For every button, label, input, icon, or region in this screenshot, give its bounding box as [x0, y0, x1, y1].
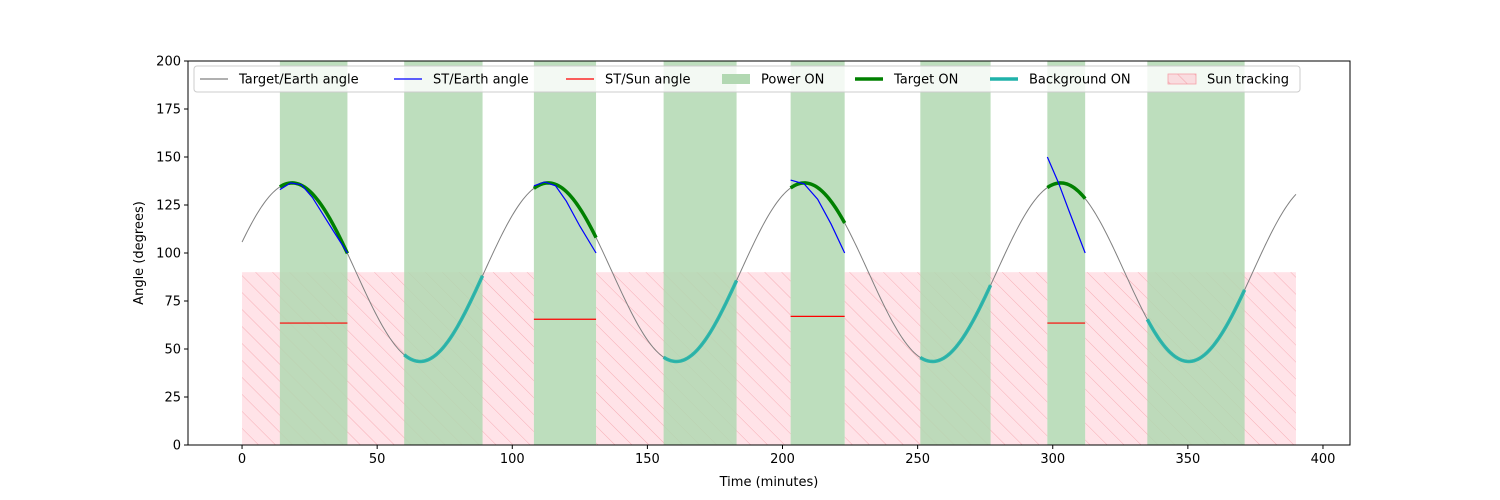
st-earth-angle-segment: [790, 179, 846, 254]
legend-handle: [722, 74, 750, 84]
power-on-band: [663, 61, 737, 445]
background-on-segment: [662, 279, 739, 364]
lines-layer: [241, 156, 1297, 364]
legend-label: Sun tracking: [1207, 73, 1289, 88]
x-tick-label: 300: [1040, 452, 1065, 467]
x-axis-label: Time (minutes): [719, 475, 819, 490]
x-tick-label: 50: [369, 452, 386, 467]
y-tick-label: 175: [156, 103, 181, 118]
power-on-band: [533, 61, 597, 445]
x-tick-label: 350: [1175, 452, 1200, 467]
y-ticks: 0 25 50 75 100 125 150 175 200: [156, 55, 188, 454]
st-earth-angle-segment: [1046, 156, 1086, 254]
power-on-band: [790, 61, 845, 445]
x-tick-label: 400: [1311, 452, 1336, 467]
y-tick-label: 75: [164, 295, 181, 310]
background-on-segment: [919, 284, 993, 364]
legend-label: ST/Earth angle: [433, 73, 529, 88]
background-on-segment: [1145, 289, 1247, 364]
legend-label: Target ON: [893, 73, 958, 88]
st-earth-angle-segment: [533, 181, 597, 254]
legend-handle-hatch: [1168, 74, 1196, 84]
power-on-band: [279, 61, 348, 445]
x-tick-label: 200: [770, 452, 795, 467]
target-on-segment: [789, 181, 847, 224]
legend-label: Target/Earth angle: [238, 73, 359, 88]
y-tick-label: 0: [173, 439, 181, 454]
y-tick-label: 200: [156, 55, 181, 70]
y-tick-label: 100: [156, 247, 181, 262]
y-tick-label: 25: [164, 391, 181, 406]
power-on-band: [404, 61, 483, 445]
power-on-band: [920, 61, 991, 445]
y-axis-label: Angle (degrees): [132, 201, 147, 305]
power-on-band: [1047, 61, 1086, 445]
target-on-segment: [532, 181, 598, 239]
x-tick-label: 100: [500, 452, 525, 467]
y-tick-label: 125: [156, 199, 181, 214]
legend-label: Background ON: [1029, 73, 1131, 88]
power-on-layer: [279, 61, 1245, 445]
legend-label: Power ON: [761, 73, 824, 88]
target-on-segment: [1046, 181, 1087, 200]
x-tick-label: 150: [635, 452, 660, 467]
x-tick-label: 0: [238, 452, 246, 467]
x-tick-label: 250: [905, 452, 930, 467]
legend: Target/Earth angle ST/Earth angle ST/Sun a…: [193, 65, 1301, 93]
x-ticks: 0 50 100 150 200 250 300 350 400: [238, 445, 1335, 467]
st-earth-angle-segment: [279, 182, 348, 254]
legend-label: ST/Sun angle: [605, 73, 691, 88]
sun-tracking-layer: [242, 272, 1296, 445]
y-tick-label: 50: [164, 343, 181, 358]
power-on-band: [1147, 61, 1245, 445]
background-on-segment: [403, 275, 485, 364]
y-tick-label: 150: [156, 151, 181, 166]
